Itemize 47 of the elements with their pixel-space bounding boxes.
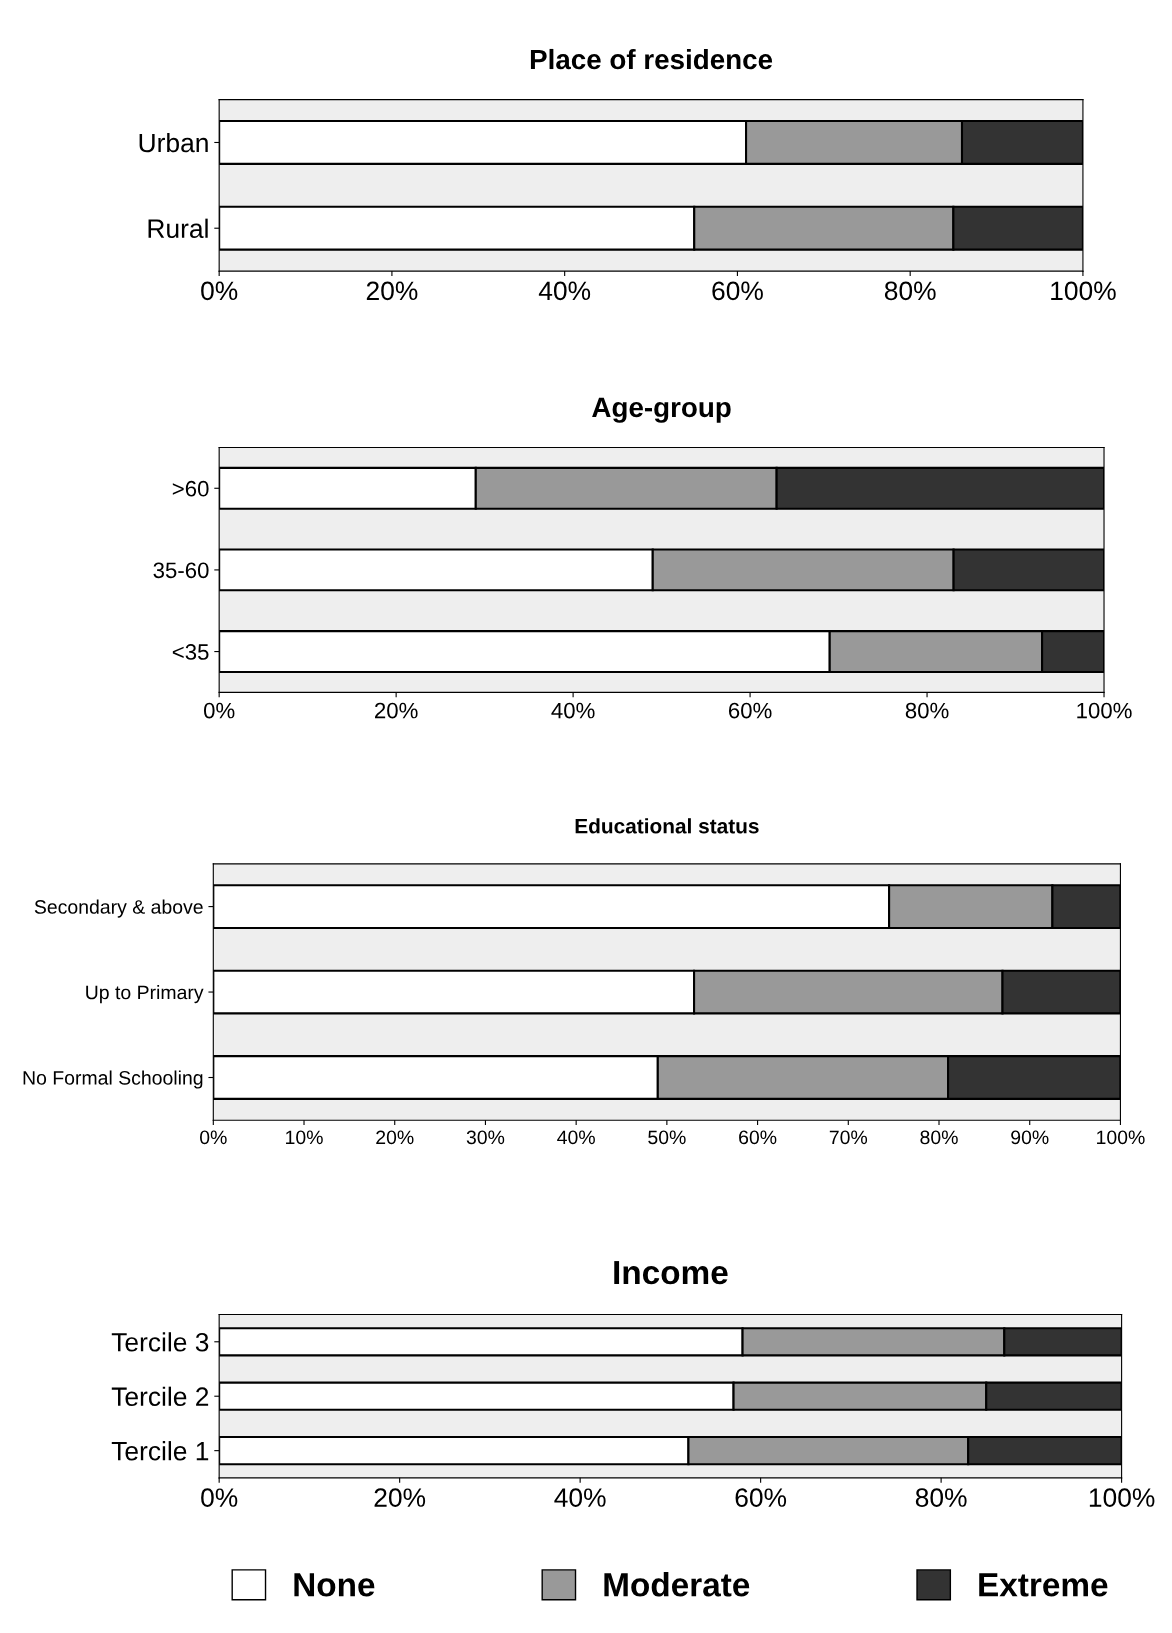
x-tick-label: 30% [466, 1130, 505, 1145]
x-tick-label: 100% [1077, 702, 1132, 719]
x-tick-label: 60% [728, 702, 772, 719]
x-tick-label: 90% [1011, 1130, 1049, 1145]
x-tick-label: 100% [1051, 281, 1116, 301]
y-tick-label: 35-60 [153, 562, 209, 579]
x-tick-label: 50% [648, 1130, 686, 1145]
legend-label: None [294, 1573, 375, 1597]
x-tick-label: 80% [915, 1488, 967, 1507]
x-tick-label: 40% [551, 702, 595, 719]
x-tick-label: 60% [739, 1130, 777, 1145]
x-tick-label: 0% [203, 702, 235, 719]
y-tick-label: >60 [172, 480, 209, 497]
x-tick-label: 0% [201, 1488, 238, 1507]
x-tick-label: 10% [286, 1130, 323, 1145]
y-tick-label: Secondary & above [34, 899, 203, 918]
legend-label: Moderate [604, 1572, 750, 1597]
x-tick-label: 60% [712, 281, 763, 301]
x-tick-label: 40% [557, 1130, 595, 1145]
chart-title: Income [614, 1261, 728, 1285]
y-tick-label: Rural [148, 218, 208, 239]
chart-title: Place of residence [530, 48, 773, 70]
y-tick-label: Urban [139, 132, 208, 153]
x-tick-label: 100% [1097, 1130, 1145, 1145]
x-tick-label: 0% [200, 1130, 227, 1145]
x-tick-label: 20% [374, 1488, 426, 1507]
y-tick-label: <35 [172, 644, 209, 660]
legend-label: Extreme [979, 1573, 1108, 1597]
x-tick-label: 80% [920, 1130, 958, 1145]
y-tick-label: Up to Primary [86, 985, 204, 1004]
x-tick-label: 20% [376, 1130, 414, 1145]
x-tick-label: 20% [375, 702, 418, 719]
x-tick-label: 40% [538, 281, 591, 301]
x-tick-label: 80% [905, 702, 949, 719]
x-tick-label: 40% [554, 1488, 606, 1507]
x-tick-label: 60% [735, 1488, 787, 1507]
x-tick-label: 20% [366, 281, 418, 301]
y-tick-label: Tercile 2 [111, 1386, 209, 1407]
x-tick-label: 70% [829, 1130, 868, 1145]
x-tick-label: 80% [884, 281, 936, 301]
chart-title: Age-group [592, 397, 731, 423]
y-tick-label: No Formal Schooling [23, 1070, 203, 1089]
chart-title: Educational status [575, 818, 759, 834]
y-tick-label: Tercile 1 [111, 1441, 209, 1461]
x-tick-label: 0% [201, 281, 238, 301]
y-tick-label: Tercile 3 [111, 1332, 209, 1352]
x-tick-label: 100% [1089, 1488, 1155, 1507]
